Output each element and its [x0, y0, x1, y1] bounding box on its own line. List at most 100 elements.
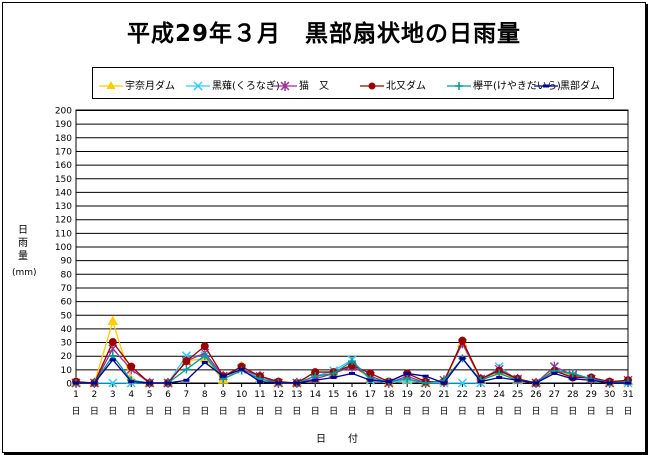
y-tick-label: 70 — [61, 284, 73, 294]
y-tick-label: 150 — [55, 175, 72, 185]
x-tick-suffix: 日 — [623, 406, 632, 417]
data-point — [108, 378, 118, 388]
x-tick-label: 20 — [420, 390, 432, 400]
x-tick-label: 2 — [92, 390, 98, 400]
x-tick-suffix: 日 — [329, 406, 338, 417]
y-tick-label: 100 — [55, 243, 72, 253]
x-tick-suffix: 日 — [458, 406, 467, 417]
x-tick-label: 11 — [254, 390, 265, 400]
data-point — [422, 374, 429, 378]
x-tick-label: 1 — [73, 390, 79, 400]
y-tick-label: 40 — [61, 325, 73, 335]
y-tick-label: 160 — [55, 161, 72, 171]
x-tick-label: 21 — [438, 390, 449, 400]
x-tick-label: 14 — [309, 390, 321, 400]
data-point — [312, 378, 319, 382]
x-tick-suffix: 日 — [513, 406, 522, 417]
data-point — [458, 336, 467, 345]
x-tick-label: 3 — [110, 390, 116, 400]
y-axis-label: 日雨量 (mm) — [12, 224, 37, 280]
chart-title: 平成29年３月 黒部扇状地の日雨量 — [126, 21, 521, 47]
legend-item: 黒薙(くろなぎ) — [186, 77, 280, 92]
data-point — [477, 380, 484, 384]
x-tick-suffix: 日 — [219, 406, 228, 417]
data-point — [514, 378, 521, 382]
x-tick-label: 15 — [328, 390, 339, 400]
x-tick-label: 19 — [401, 390, 413, 400]
x-tick-label: 16 — [346, 390, 358, 400]
x-tick-label: 10 — [236, 390, 248, 400]
x-tick-label: 28 — [567, 390, 579, 400]
x-tick-suffix: 日 — [292, 406, 301, 417]
y-axis-title: 日雨量 — [18, 225, 28, 262]
legend-item: 宇奈月ダム — [99, 77, 175, 92]
data-point — [73, 381, 79, 385]
legend-item: 猫 又 — [273, 77, 329, 92]
y-tick-label: 90 — [61, 257, 73, 267]
y-tick-label: 30 — [61, 339, 73, 349]
x-tick-suffix: 日 — [550, 406, 559, 417]
x-tick-suffix: 日 — [347, 406, 356, 417]
x-tick-suffix: 日 — [495, 406, 504, 417]
data-point — [403, 374, 412, 383]
x-tick-suffix: 日 — [90, 406, 99, 417]
data-point — [146, 381, 153, 385]
data-point — [459, 356, 466, 360]
y-tick-label: 120 — [55, 216, 72, 226]
x-tick-label: 29 — [585, 390, 597, 400]
x-tick-suffix: 日 — [255, 406, 264, 417]
x-tick-suffix: 日 — [71, 406, 80, 417]
x-tick-label: 25 — [512, 390, 523, 400]
y-tick-label: 0 — [66, 380, 72, 390]
data-point — [568, 369, 577, 378]
y-tick-label: 140 — [55, 188, 72, 198]
x-tick-suffix: 日 — [421, 406, 430, 417]
x-tick-suffix: 日 — [237, 406, 246, 417]
data-point — [348, 357, 356, 366]
data-point — [220, 374, 227, 378]
legend-label: 欅平(けやきだいら) — [473, 81, 561, 92]
data-point — [257, 380, 263, 384]
x-tick-suffix: 日 — [403, 406, 412, 417]
legend-label: 猫 又 — [299, 81, 329, 92]
x-tick-label: 17 — [365, 390, 376, 400]
data-point — [404, 371, 411, 375]
x-axis-label: 日 付 — [316, 434, 364, 445]
data-point — [238, 367, 245, 371]
y-tick-label: 60 — [61, 298, 73, 308]
y-tick-label: 190 — [55, 120, 72, 130]
data-point — [421, 379, 430, 387]
y-axis-unit: (mm) — [12, 268, 37, 278]
data-point — [91, 381, 98, 385]
x-tick-suffix: 日 — [200, 406, 209, 417]
x-tick-suffix: 日 — [384, 406, 393, 417]
data-point — [441, 381, 447, 385]
x-tick-suffix: 日 — [605, 406, 614, 417]
y-tick-label: 50 — [61, 311, 73, 321]
x-tick-label: 22 — [457, 390, 468, 400]
x-tick-suffix: 日 — [145, 406, 154, 417]
data-point — [457, 378, 467, 388]
x-tick-label: 31 — [622, 390, 633, 400]
x-tick-suffix: 日 — [568, 406, 577, 417]
x-tick-suffix: 日 — [476, 406, 485, 417]
x-tick-label: 18 — [383, 390, 395, 400]
data-point — [496, 376, 503, 380]
y-tick-label: 80 — [61, 270, 73, 280]
data-point — [551, 371, 558, 375]
data-point — [182, 357, 191, 366]
x-tick-label: 4 — [128, 390, 134, 400]
y-tick-label: 110 — [55, 229, 72, 239]
x-tick-label: 5 — [147, 390, 153, 400]
x-tick-suffix: 日 — [182, 406, 191, 417]
x-tick-suffix: 日 — [366, 406, 375, 417]
data-point — [275, 381, 282, 385]
x-tick-label: 7 — [184, 390, 190, 400]
y-tick-label: 170 — [55, 147, 72, 157]
data-point — [109, 358, 116, 362]
x-tick-label: 23 — [475, 390, 486, 400]
data-point — [293, 381, 300, 385]
legend-swatch — [534, 84, 558, 88]
chart-legend: 宇奈月ダム 黒薙(くろなぎ) 猫 又 北又ダム 欅平(けやきだいら) 黒部ダム — [92, 67, 614, 99]
